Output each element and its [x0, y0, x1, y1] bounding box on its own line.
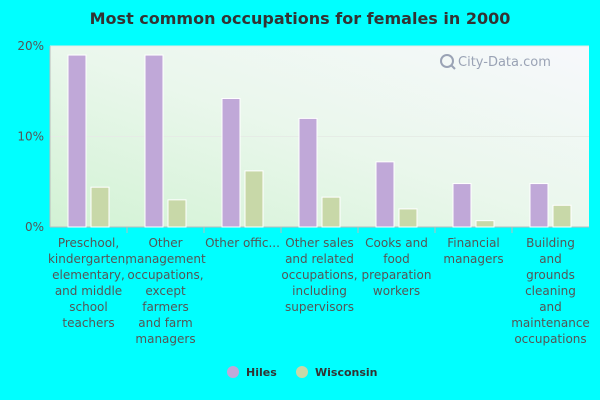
x-tick-label: including [292, 284, 347, 298]
x-tick-label: school [69, 300, 107, 314]
x-tick-label: farmers [142, 300, 189, 314]
x-tick-label: Other offic... [205, 236, 280, 250]
x-tick-label: except [145, 284, 186, 298]
y-tick-label: 20% [17, 39, 44, 53]
x-tick-label: Building [526, 236, 575, 250]
y-tick-label: 10% [17, 130, 44, 144]
x-tick-label: cleaning [525, 284, 576, 298]
bar-hiles [67, 54, 87, 228]
x-tick-label: and [539, 252, 562, 266]
search-icon-handle [450, 64, 456, 70]
x-tick-label: managers [135, 332, 195, 346]
x-tick-label: maintenance [511, 316, 590, 330]
x-tick-label: and middle [55, 284, 122, 298]
chart-title: Most common occupations for females in 2… [89, 9, 511, 28]
x-tick-label: workers [373, 284, 420, 298]
bar-wisconsin [321, 196, 341, 228]
bar-hiles [529, 183, 549, 228]
x-tick-label: and [539, 300, 562, 314]
x-tick-label: and farm [138, 316, 192, 330]
x-tick-label: Other sales [285, 236, 353, 250]
x-tick-label: grounds [526, 268, 575, 282]
x-tick-label: Other [148, 236, 182, 250]
y-tick-label: 0% [25, 220, 44, 234]
bar-hiles [375, 161, 395, 228]
x-tick-label: Cooks and [365, 236, 428, 250]
x-tick-label: kindergarten, [48, 252, 129, 266]
bar-hiles [298, 117, 318, 228]
legend-marker-wisconsin [296, 366, 308, 378]
bar-hiles [221, 97, 241, 228]
watermark: City-Data.com [458, 55, 551, 70]
legend-label-hiles: Hiles [246, 366, 277, 379]
x-tick-label: teachers [62, 316, 114, 330]
x-tick-label: elementary, [52, 268, 125, 282]
bar-hiles [144, 54, 164, 228]
x-tick-label: preparation [362, 268, 432, 282]
x-tick-label: and related [285, 252, 354, 266]
legend-marker-hiles [227, 366, 239, 378]
search-icon [440, 54, 454, 68]
bar-wisconsin [167, 199, 187, 228]
legend-label-wisconsin: Wisconsin [315, 366, 378, 379]
bar-hiles [452, 183, 472, 228]
x-tick-label: managers [443, 252, 503, 266]
x-tick-label: occupations, [281, 268, 357, 282]
x-tick-label: food [383, 252, 410, 266]
x-tick-label: supervisors [285, 300, 354, 314]
x-tick-label: occupations [514, 332, 586, 346]
x-tick-label: Financial [447, 236, 500, 250]
bar-wisconsin [398, 208, 418, 228]
bar-wisconsin [552, 204, 572, 228]
x-tick-label: management [125, 252, 206, 266]
x-tick-label: occupations, [127, 268, 203, 282]
bar-wisconsin [244, 170, 264, 228]
x-tick-label: Preschool, [58, 236, 119, 250]
bar-wisconsin [475, 220, 495, 228]
bar-wisconsin [90, 186, 110, 228]
